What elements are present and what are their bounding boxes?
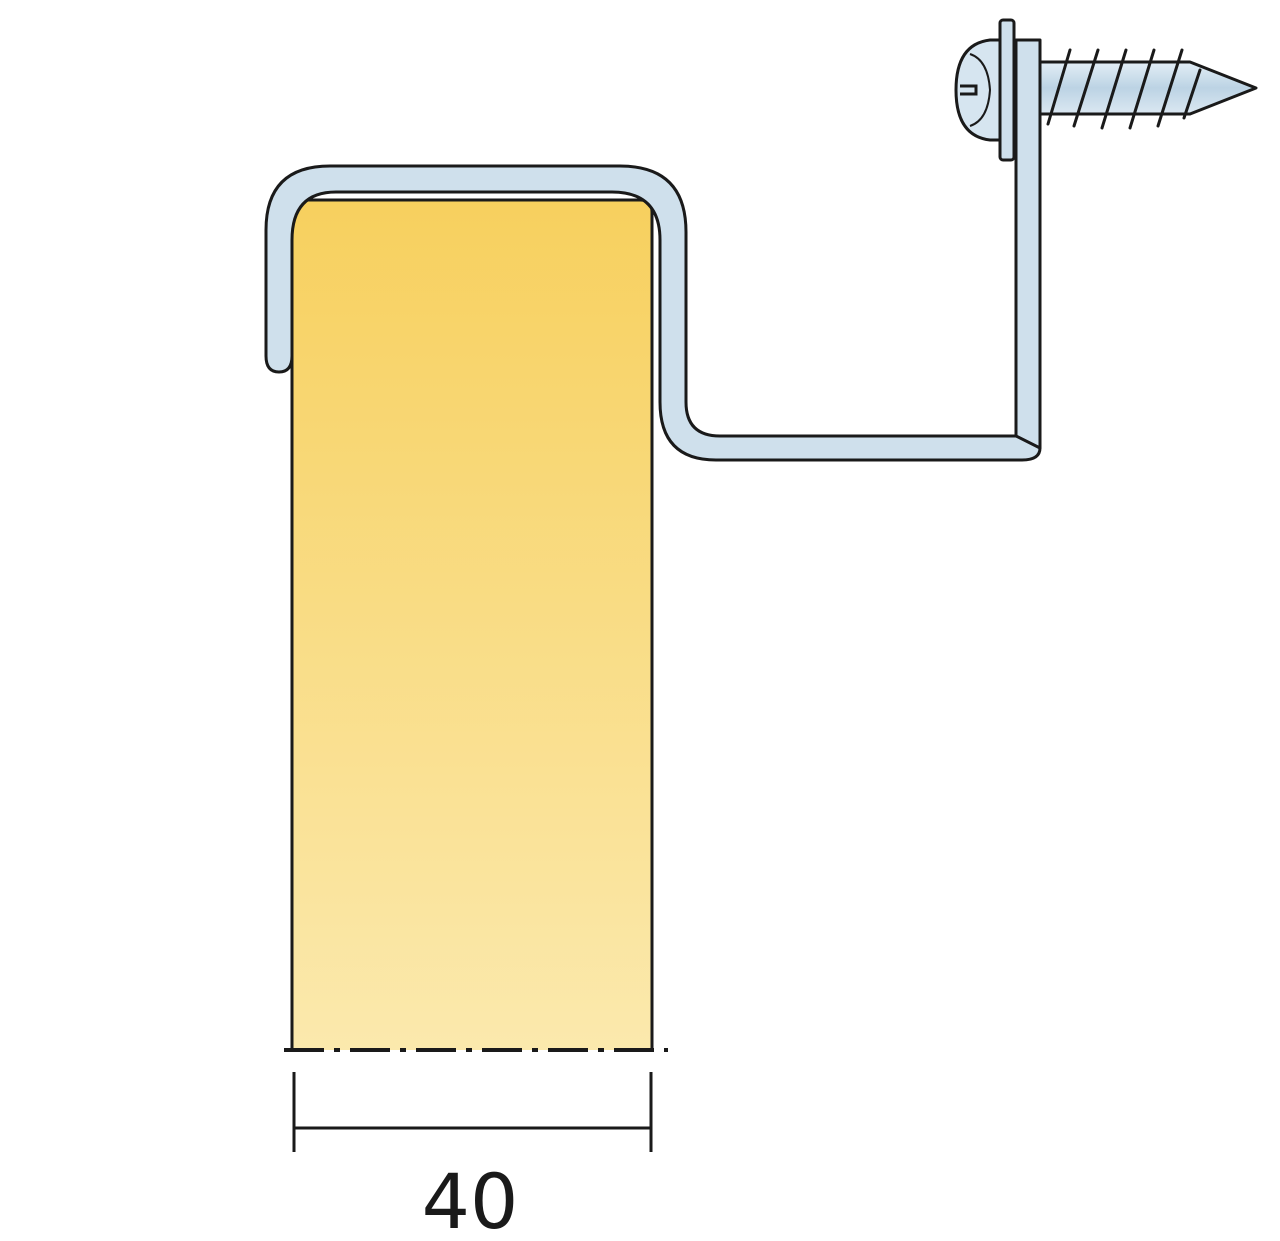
bracket-strip xyxy=(264,164,1042,462)
dimension-label: 40 xyxy=(422,1157,519,1241)
z-bracket xyxy=(264,38,1042,462)
screw-washer xyxy=(998,18,1016,162)
timber-section xyxy=(284,198,668,1052)
screw-icon xyxy=(954,18,1258,162)
screw-slot xyxy=(960,84,978,96)
screw-head xyxy=(954,38,1002,142)
bracket-flange xyxy=(1014,38,1042,450)
width-dimension: 40 xyxy=(292,1072,653,1241)
screw-shank xyxy=(1038,60,1258,116)
timber-fill xyxy=(292,200,652,1050)
screw-threads xyxy=(1046,48,1202,130)
screw-head-shade xyxy=(969,53,992,127)
